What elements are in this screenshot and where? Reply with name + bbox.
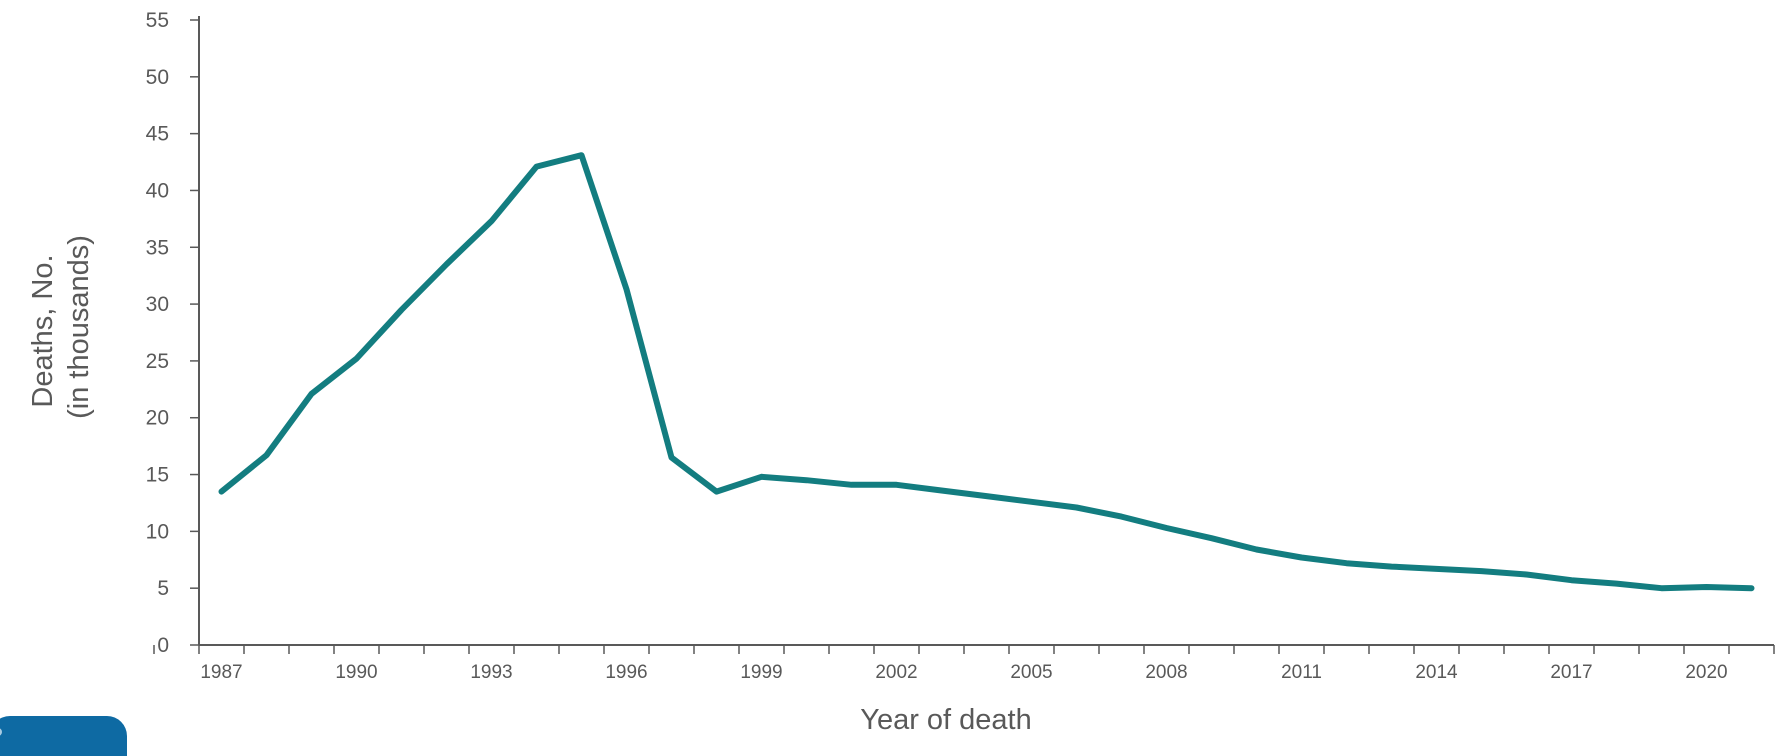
x-tick-label: 2011 — [1281, 662, 1322, 683]
x-axis-title: Year of death — [860, 704, 1031, 736]
x-tick-label: 2014 — [1415, 662, 1458, 683]
x-tick-label: 1999 — [740, 662, 782, 683]
x-axis: 1987 1990 1993 1996 1999 2002 2005 2008 2011 2014… — [153, 644, 1775, 683]
y-axis-title-line-1: Deaths, No. — [27, 254, 59, 407]
y-tick-label: 45 — [146, 123, 169, 146]
x-tick-label: 1993 — [470, 662, 512, 683]
series-line — [218, 152, 1755, 592]
x-tick-label: 2017 — [1550, 662, 1592, 683]
y-tick-label: 40 — [146, 179, 169, 202]
y-tick-label: 0 — [157, 634, 169, 657]
x-tick-label: 1990 — [335, 662, 377, 683]
x-tick-label: 2020 — [1685, 662, 1727, 683]
y-tick-label: 5 — [157, 577, 169, 600]
y-axis-title: Deaths, No. (in thousands) — [27, 235, 95, 419]
y-tick-label: 15 — [146, 464, 169, 487]
logo-badge — [0, 716, 127, 756]
y-tick-label: 20 — [146, 407, 169, 430]
y-axis-title-line-2: (in thousands) — [63, 235, 95, 419]
x-tick-label: 1987 — [200, 662, 242, 683]
y-tick-label: 10 — [146, 520, 169, 543]
y-tick-label: 35 — [146, 236, 169, 259]
y-tick-label: 30 — [146, 293, 169, 316]
series-group — [218, 152, 1755, 592]
y-tick-label: 50 — [146, 66, 169, 89]
x-tick-label: 2008 — [1145, 662, 1187, 683]
y-axis: 0 5 10 15 20 25 30 35 40 45 50 55 — [146, 9, 200, 657]
x-tick-label: 2005 — [1010, 662, 1052, 683]
x-tick-label: 1996 — [605, 662, 647, 683]
y-tick-label: 25 — [146, 350, 169, 373]
x-tick-label: 2002 — [875, 662, 917, 683]
seal-icon — [0, 728, 2, 736]
y-tick-label: 55 — [146, 9, 169, 32]
